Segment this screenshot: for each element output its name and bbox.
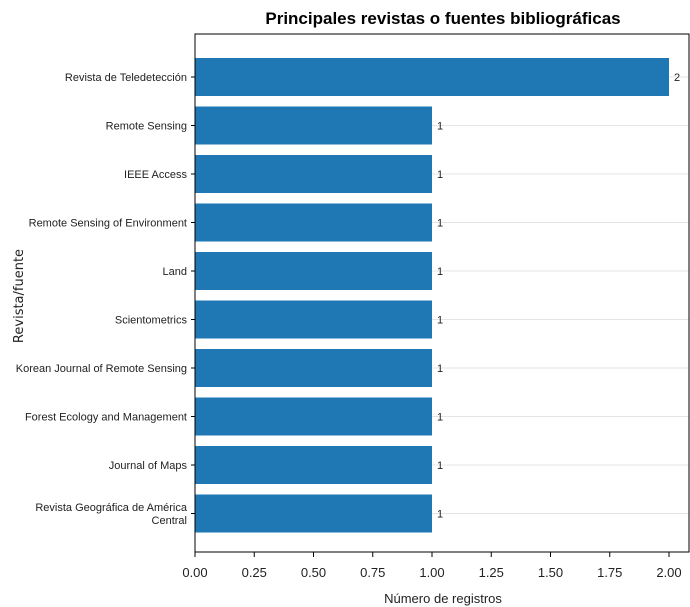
category-label: Forest Ecology and Management: [25, 412, 187, 424]
category-label-line: Remote Sensing of Environment: [29, 218, 187, 230]
category-label: Revista Geográfica de América Central: [35, 502, 188, 527]
x-tick-label: 0.50: [301, 565, 326, 580]
category-label: Land: [163, 266, 187, 278]
x-axis-label: Número de registros: [384, 591, 502, 606]
data-label: 1: [437, 363, 443, 375]
x-tick-label: 1.25: [479, 565, 504, 580]
x-tick-label: 1.50: [538, 565, 563, 580]
category-label: Scientometrics: [115, 315, 188, 327]
data-label: 1: [437, 218, 443, 230]
category-label-line: Journal of Maps: [109, 460, 188, 472]
bar: [195, 397, 432, 436]
data-label: 1: [437, 169, 443, 181]
bars: [195, 58, 669, 533]
x-tick-label: 1.75: [597, 565, 622, 580]
data-label: 1: [437, 266, 443, 278]
bar: [195, 155, 432, 193]
x-tick-label: 0.00: [182, 565, 207, 580]
plot-frame: [194, 33, 690, 553]
chart-title: Principales revistas o fuentes bibliográ…: [265, 9, 620, 28]
category-label-line: Revista de Teledetección: [65, 72, 187, 84]
bar: [195, 300, 432, 339]
category-label-line: Korean Journal of Remote Sensing: [16, 363, 187, 375]
category-label-line: IEEE Access: [124, 169, 187, 181]
data-labels: 2 1 1 1 1 1 1 1 1 1: [437, 72, 680, 521]
data-label: 1: [437, 460, 443, 472]
bar: [195, 58, 669, 96]
category-label-line: Central: [152, 515, 187, 527]
bar: [195, 106, 432, 145]
category-label: Revista de Teledetección: [65, 72, 187, 84]
category-label-line: Forest Ecology and Management: [25, 412, 187, 424]
bar: [195, 494, 432, 533]
bar: [195, 446, 432, 484]
category-label-line: Land: [163, 266, 187, 278]
bar: [195, 203, 432, 242]
category-label-line: Revista Geográfica de América: [35, 502, 188, 514]
x-tick-label: 0.25: [242, 565, 267, 580]
x-axis-ticks: 0.00 0.25 0.50 0.75 1.00 1.25 1.50 1.75 2.00: [182, 552, 682, 580]
category-label: Journal of Maps: [109, 460, 188, 472]
y-axis-label: Revista/fuente: [12, 249, 27, 343]
data-label: 1: [437, 315, 443, 327]
data-label: 1: [437, 121, 443, 133]
category-label-line: Remote Sensing: [106, 121, 187, 133]
x-tick-label: 0.75: [360, 565, 385, 580]
x-tick-label: 2.00: [656, 565, 681, 580]
category-label: Korean Journal of Remote Sensing: [16, 363, 187, 375]
bar: [195, 349, 432, 387]
category-labels: Revista de Teledetección Remote Sensing IE…: [16, 72, 195, 527]
x-tick-label: 1.00: [419, 565, 444, 580]
category-label-line: Scientometrics: [115, 315, 188, 327]
bar: [195, 252, 432, 290]
category-label: IEEE Access: [124, 169, 187, 181]
data-label: 1: [437, 412, 443, 424]
data-label: 1: [437, 509, 443, 521]
data-label: 2: [674, 72, 680, 84]
category-label: Remote Sensing of Environment: [29, 218, 187, 230]
category-label: Remote Sensing: [106, 121, 187, 133]
